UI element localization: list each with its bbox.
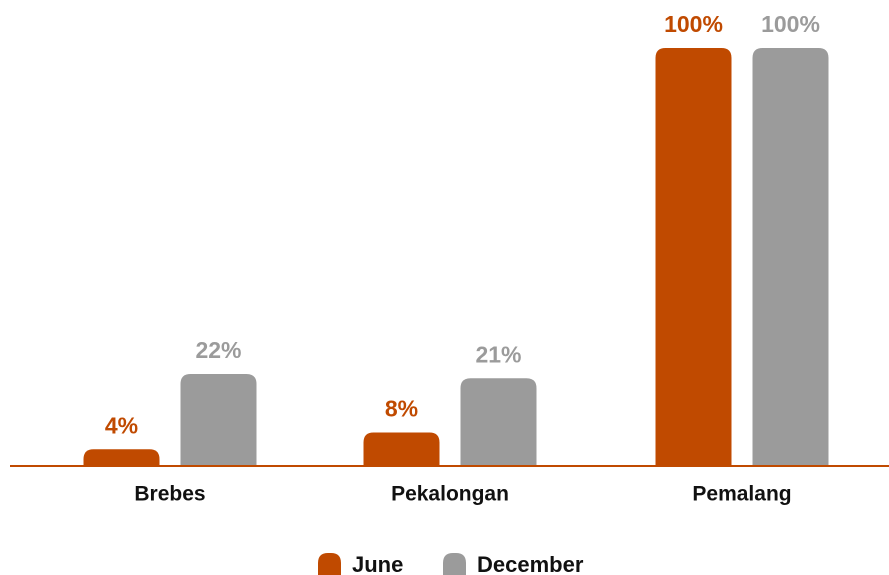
- data-label: 4%: [105, 412, 138, 438]
- data-label: 100%: [664, 11, 723, 37]
- legend-swatch: [443, 553, 466, 575]
- x-tick-label: Pemalang: [692, 483, 791, 506]
- data-label: 21%: [475, 341, 521, 367]
- x-tick-label: Pekalongan: [391, 483, 509, 506]
- data-label: 22%: [195, 337, 241, 363]
- bar: [752, 48, 829, 466]
- legend-swatch: [318, 553, 341, 575]
- data-label: 100%: [761, 11, 820, 37]
- x-tick-label: Brebes: [134, 483, 205, 506]
- bar: [180, 374, 257, 466]
- bar: [83, 449, 160, 466]
- bar: [363, 432, 440, 466]
- bar: [655, 48, 732, 466]
- bar: [460, 378, 537, 466]
- legend-label: June: [352, 552, 403, 575]
- data-label: 8%: [385, 396, 418, 422]
- legend-label: December: [477, 552, 584, 575]
